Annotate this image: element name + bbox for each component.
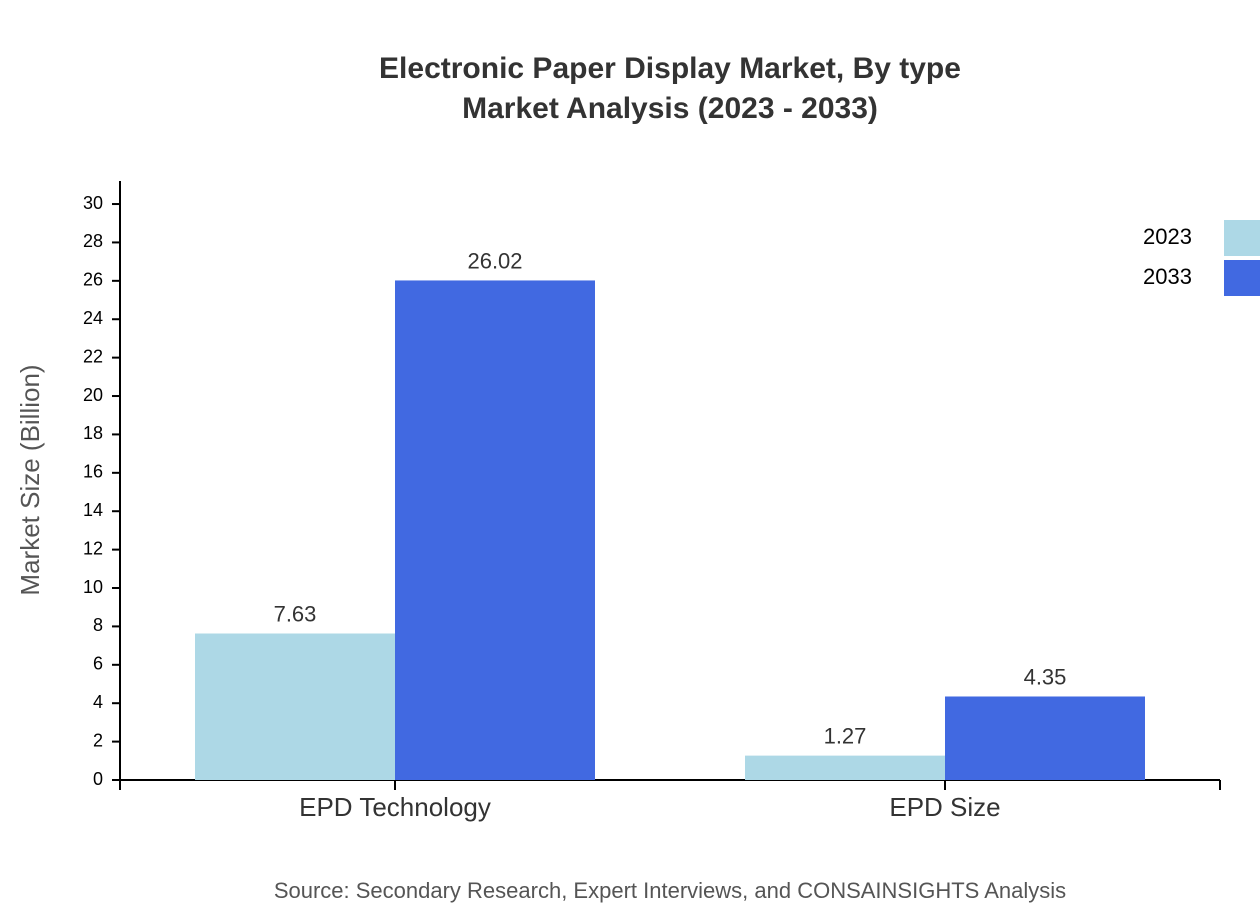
x-tick-label: EPD Size [889, 792, 1000, 822]
y-tick-label: 16 [83, 462, 103, 482]
y-tick-label: 12 [83, 538, 103, 558]
legend-label: 2023 [1143, 224, 1192, 249]
y-axis-title: Market Size (Billion) [15, 364, 45, 595]
legend-swatch [1224, 220, 1260, 256]
bar [395, 280, 595, 780]
x-tick-label: EPD Technology [299, 792, 491, 822]
legend-swatch [1224, 260, 1260, 296]
y-tick-label: 28 [83, 231, 103, 251]
y-tick-label: 0 [93, 769, 103, 789]
data-label: 1.27 [824, 723, 867, 748]
y-tick-label: 4 [93, 692, 103, 712]
y-tick-label: 18 [83, 423, 103, 443]
bar [945, 696, 1145, 780]
y-tick-label: 10 [83, 577, 103, 597]
chart-subtitle: Market Analysis (2023 - 2033) [462, 92, 878, 125]
y-tick-label: 24 [83, 308, 103, 328]
source-note: Source: Secondary Research, Expert Inter… [274, 878, 1066, 903]
data-label: 4.35 [1024, 664, 1067, 689]
chart-title: Electronic Paper Display Market, By type [379, 52, 961, 85]
data-label: 7.63 [274, 601, 317, 626]
bar [745, 755, 945, 780]
y-tick-label: 14 [83, 500, 103, 520]
y-tick-label: 8 [93, 615, 103, 635]
legend-label: 2033 [1143, 264, 1192, 289]
bar [195, 633, 395, 780]
data-label: 26.02 [467, 248, 522, 273]
y-tick-label: 6 [93, 654, 103, 674]
y-tick-label: 22 [83, 346, 103, 366]
y-tick-label: 2 [93, 730, 103, 750]
y-tick-label: 30 [83, 193, 103, 213]
y-tick-label: 20 [83, 385, 103, 405]
y-tick-label: 26 [83, 270, 103, 290]
